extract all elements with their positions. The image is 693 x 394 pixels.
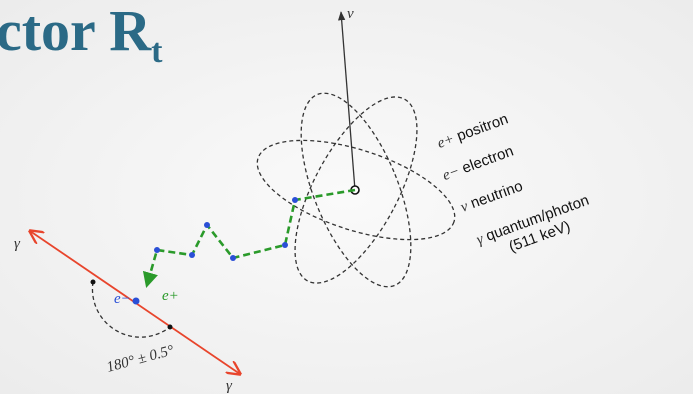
electron-label: e− — [114, 291, 131, 307]
point — [154, 247, 160, 253]
point — [168, 325, 173, 330]
point — [230, 255, 236, 261]
point — [189, 252, 195, 258]
diagram: ctor Rt ν γ γ e+ e− 180° ± 0.5° e+ posit… — [0, 0, 693, 394]
point — [91, 280, 96, 285]
point — [292, 197, 298, 203]
annihilation-point — [133, 298, 140, 305]
title: ctor Rt — [0, 0, 163, 70]
neutrino-axis-label: ν — [347, 6, 354, 22]
point — [204, 222, 210, 228]
point — [282, 242, 288, 248]
positron-label: e+ — [162, 288, 179, 304]
